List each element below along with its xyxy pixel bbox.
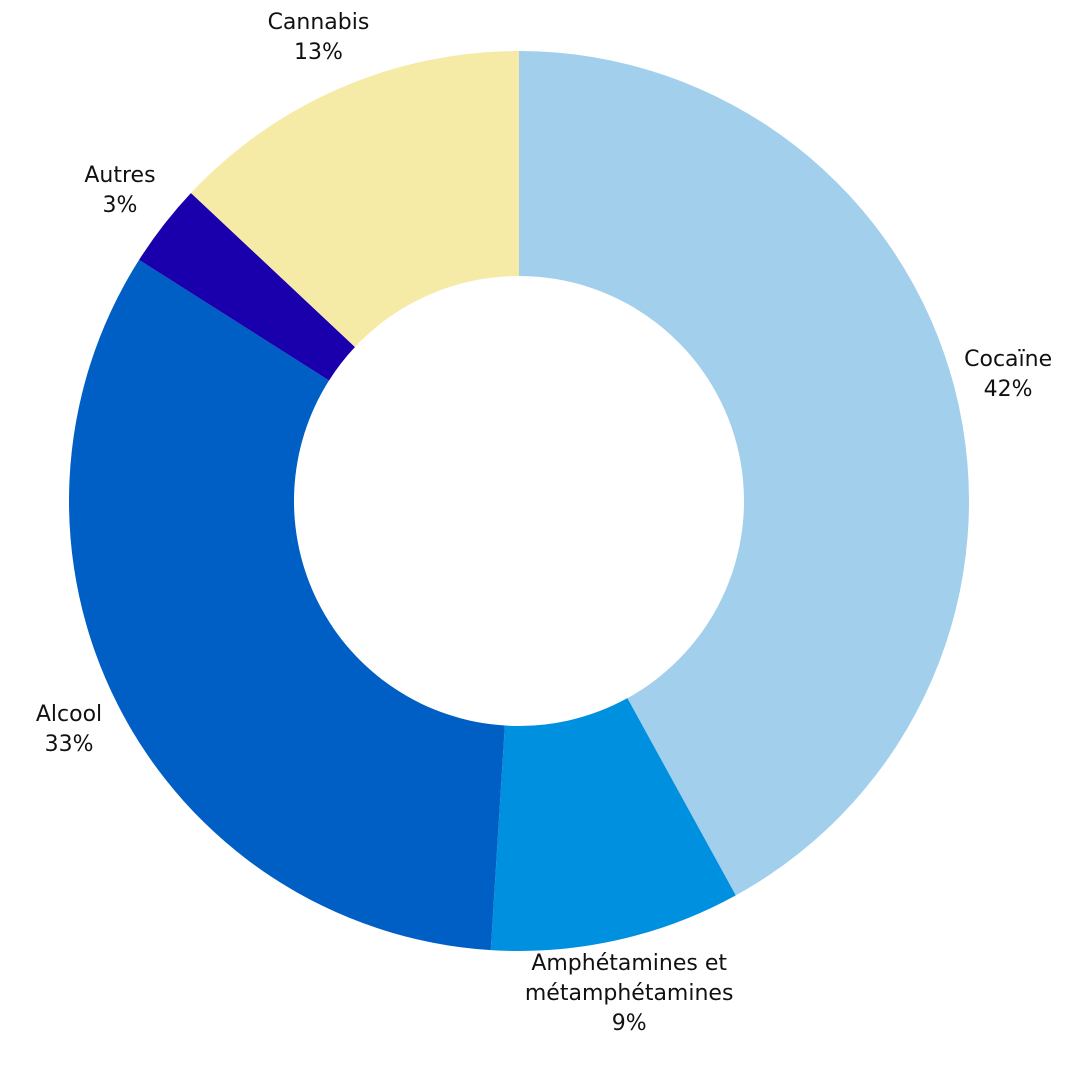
donut-slice [68, 259, 505, 951]
value-label: 42% [983, 377, 1033, 403]
donut-slice [139, 192, 355, 381]
value-label: 3% [102, 193, 138, 219]
donut-slice [490, 698, 736, 951]
category-label: Cannabis [267, 9, 370, 35]
value-label: 33% [44, 732, 94, 758]
value-label: 13% [293, 39, 343, 65]
category-label: Alcool [35, 702, 103, 728]
category-label: Amphétamines et métamphétamines [524, 950, 734, 1006]
slice-label: Cannabis 13% [188, 8, 448, 68]
category-label: Cocaïne [964, 347, 1053, 373]
slice-label: Cocaïne 42% [878, 345, 1080, 405]
category-label: Autres [84, 163, 156, 189]
slice-label: Amphétamines et métamphétamines 9% [504, 949, 754, 1039]
donut-slice [519, 51, 970, 896]
value-label: 9% [611, 1010, 647, 1036]
donut-slice [190, 51, 519, 347]
slice-label: Autres 3% [0, 161, 250, 221]
slice-label: Alcool 33% [0, 700, 199, 760]
